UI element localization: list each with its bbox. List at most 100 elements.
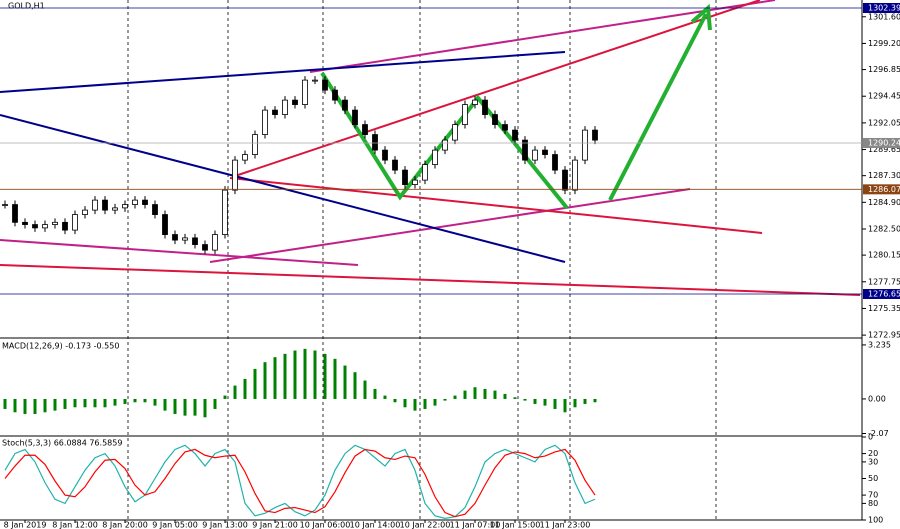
- macd-bar: [423, 398, 427, 409]
- macd-bar: [213, 398, 217, 409]
- macd-bar: [543, 398, 547, 406]
- macd-bar: [553, 398, 557, 409]
- candle: [322, 79, 328, 91]
- candle: [232, 159, 238, 191]
- macd-bar: [523, 398, 527, 401]
- macd-bar: [353, 372, 357, 399]
- macd-bar: [23, 398, 27, 414]
- candle: [522, 139, 528, 161]
- macd-bar: [333, 358, 337, 399]
- y-tick-label: 1292.05: [868, 118, 900, 127]
- candle: [472, 99, 478, 105]
- price-label-bg: [863, 184, 900, 195]
- macd-bar: [193, 398, 197, 416]
- candle: [302, 79, 308, 105]
- candle: [132, 199, 138, 205]
- macd-bar: [573, 398, 577, 408]
- y-tick-label: 70: [868, 491, 878, 500]
- y-tick-label: 1299.20: [868, 39, 900, 48]
- candle: [482, 99, 488, 115]
- y-tick-label: 1284.90: [868, 198, 900, 207]
- candle: [92, 199, 98, 211]
- y-tick-label: 30: [868, 457, 878, 466]
- candle: [492, 114, 498, 125]
- macd-bar: [513, 397, 517, 399]
- x-tick-label: 11 Jan 15:00: [490, 521, 541, 529]
- macd-bar: [183, 398, 187, 416]
- candle: [152, 204, 158, 215]
- price-label: 1276.65: [868, 290, 900, 299]
- macd-bar: [173, 398, 177, 414]
- x-tick-label: 8 Jan 2019: [4, 521, 47, 529]
- macd-bar: [63, 398, 67, 409]
- candle: [392, 159, 398, 171]
- macd-bar: [163, 398, 167, 411]
- macd-bar: [583, 398, 587, 404]
- macd-bar: [243, 378, 247, 399]
- candle: [172, 234, 178, 241]
- y-tick-label: 1289.65: [868, 145, 900, 154]
- macd-bar: [73, 398, 77, 408]
- macd-bar: [473, 387, 477, 399]
- candle: [572, 159, 578, 191]
- macd-bar: [393, 398, 397, 403]
- macd-bar: [133, 398, 137, 403]
- macd-bar: [93, 398, 97, 408]
- y-tick-label: 20: [868, 449, 878, 458]
- candle: [502, 124, 508, 131]
- macd-bar: [363, 380, 367, 399]
- candle: [252, 134, 258, 155]
- macd-bar: [3, 398, 7, 409]
- candle: [222, 189, 228, 235]
- macd-bar: [143, 398, 147, 403]
- x-tick-label: 10 Jan 14:00: [350, 521, 401, 529]
- macd-bar: [83, 398, 87, 408]
- macd-bar: [53, 398, 57, 411]
- candle: [142, 199, 148, 205]
- macd-bar: [303, 348, 307, 399]
- macd-bar: [533, 398, 537, 404]
- x-tick-label: 10 Jan 22:00: [400, 521, 451, 529]
- candle: [462, 104, 468, 125]
- macd-bar: [273, 357, 277, 399]
- candle: [562, 169, 568, 191]
- candle: [312, 79, 318, 82]
- candle: [2, 204, 8, 206]
- candle: [352, 109, 358, 125]
- stoch-line: [4, 448, 596, 518]
- y-tick-label: 1287.30: [868, 171, 900, 180]
- macd-bar: [483, 388, 487, 399]
- candle: [532, 149, 538, 161]
- y-tick-label: 3.235: [868, 340, 891, 349]
- macd-bar: [203, 398, 207, 418]
- macd-bar: [223, 395, 227, 399]
- macd-bar: [293, 350, 297, 399]
- x-tick-label: 10 Jan 06:00: [300, 521, 351, 529]
- price-label: 1302.39: [868, 4, 900, 13]
- candle: [412, 179, 418, 185]
- candle: [382, 149, 388, 161]
- x-tick-label: 8 Jan 20:00: [102, 521, 148, 529]
- macd-bar: [593, 398, 597, 403]
- candle: [62, 221, 68, 231]
- candle: [342, 99, 348, 111]
- candle: [442, 139, 448, 151]
- candle: [42, 224, 48, 229]
- indicator-title: Stoch(5,3,3) 66.0884 76.5859: [2, 439, 122, 448]
- y-tick-label: 80: [868, 499, 878, 508]
- price-label-bg: [863, 3, 900, 13]
- candle: [162, 214, 168, 235]
- candle: [242, 154, 248, 161]
- candle: [192, 237, 198, 245]
- candle: [372, 134, 378, 151]
- candle: [272, 109, 278, 115]
- macd-bar: [313, 350, 317, 399]
- candle: [292, 99, 298, 105]
- y-tick-label: 1301.60: [868, 12, 900, 21]
- x-tick-label: 8 Jan 12:00: [52, 521, 98, 529]
- y-tick-label: 1294.45: [868, 92, 900, 101]
- candle: [72, 214, 78, 231]
- candle: [102, 199, 108, 211]
- candle: [362, 124, 368, 135]
